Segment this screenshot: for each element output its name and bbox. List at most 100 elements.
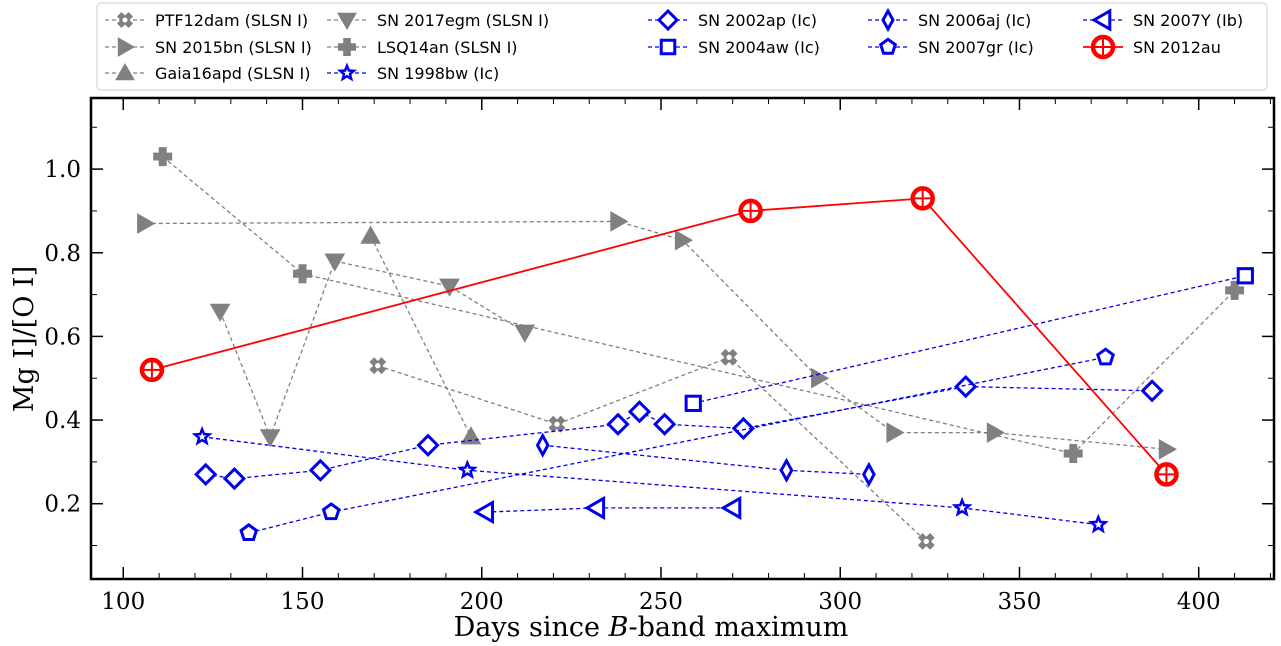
series-0-point-0-dot xyxy=(375,363,381,369)
x-tick-label-1: 150 xyxy=(281,589,325,615)
legend-entry-9: SN 2007gr (Ic) xyxy=(868,37,1034,57)
legend-marker-9 xyxy=(878,37,898,55)
plot-frame xyxy=(89,96,1276,581)
x-tick-label-0: 100 xyxy=(101,589,145,615)
series-3 xyxy=(209,253,536,448)
legend-marker-1 xyxy=(117,37,136,57)
series-6-point-2 xyxy=(308,458,333,482)
legend-marker-2 xyxy=(115,62,135,81)
series-7-point-1 xyxy=(1236,267,1254,285)
series-10-point-2 xyxy=(720,495,742,520)
legend-entry-5: SN 1998bw (Ic) xyxy=(327,62,499,83)
series-7-point-0 xyxy=(684,394,702,412)
legend-label-8: SN 2006aj (Ic) xyxy=(918,11,1031,30)
series-4-point-2 xyxy=(1063,444,1083,463)
series-1-point-6 xyxy=(1158,438,1178,460)
series-6-point-0 xyxy=(194,462,218,487)
legend-marker-8 xyxy=(881,7,895,33)
series-0-point-1 xyxy=(548,415,566,433)
legend-label-6: SN 2002ap (Ic) xyxy=(698,11,817,30)
series-5-point-2 xyxy=(951,496,973,517)
legend-marker-10 xyxy=(1090,8,1112,32)
legend-marker-3 xyxy=(337,12,357,31)
series-5-line xyxy=(202,436,1099,526)
series-3-point-1 xyxy=(259,429,281,448)
series-4 xyxy=(153,147,1245,463)
series-8-point-1 xyxy=(779,457,794,483)
legend-entry-7: SN 2004aw (Ic) xyxy=(648,38,820,57)
x-tick-label-3: 250 xyxy=(639,589,683,615)
series-7-line xyxy=(693,275,1246,404)
x-tick-label-2: 200 xyxy=(460,589,504,615)
series-6-point-5 xyxy=(627,400,652,424)
series-1-point-5 xyxy=(986,422,1005,443)
series-6-point-8 xyxy=(954,374,978,399)
series-9-point-1 xyxy=(321,502,341,521)
series-0-point-2-dot xyxy=(726,354,732,360)
series-7 xyxy=(684,267,1254,412)
legend-entry-2: Gaia16apd (SLSN I) xyxy=(105,62,311,83)
x-tick-label-6: 400 xyxy=(1177,589,1221,615)
series-4-point-1 xyxy=(293,264,312,284)
legend-box xyxy=(96,2,1268,91)
legend-entry-3: SN 2017egm (SLSN I) xyxy=(327,11,549,31)
legend-label-4: LSQ14an (SLSN I) xyxy=(377,38,518,57)
series-5-point-3 xyxy=(1087,513,1109,534)
legend-entry-10: SN 2007Y (Ib) xyxy=(1083,8,1243,32)
y-axis-label: Mg I]/[O I] xyxy=(9,266,40,412)
legend-marker-11 xyxy=(1090,34,1116,60)
series-0-line xyxy=(377,356,927,542)
series-9 xyxy=(239,347,1115,541)
series-6-point-6 xyxy=(652,412,677,436)
legend-entry-1: SN 2015bn (SLSN I) xyxy=(105,37,312,57)
series-layer xyxy=(137,147,1254,550)
legend-label-2: Gaia16apd (SLSN I) xyxy=(155,64,311,83)
series-3-point-4 xyxy=(514,324,536,343)
legend-marker-0-dot xyxy=(122,17,128,23)
series-6-point-7 xyxy=(731,416,756,441)
series-1-point-4 xyxy=(886,422,905,443)
series-2 xyxy=(360,225,482,445)
series-10-point-1 xyxy=(583,495,606,520)
legend-marker-5 xyxy=(337,62,357,82)
legend-marker-4 xyxy=(338,38,356,56)
series-6-point-4 xyxy=(606,412,630,436)
series-4-line xyxy=(162,156,1236,455)
series-8-point-2 xyxy=(861,461,876,488)
legend-entry-4: LSQ14an (SLSN I) xyxy=(327,38,518,57)
series-9-line xyxy=(248,356,1106,534)
series-6-point-3 xyxy=(416,433,440,457)
series-6 xyxy=(194,374,1164,491)
x-axis-label-italic: B xyxy=(608,612,629,643)
legend-label-1: SN 2015bn (SLSN I) xyxy=(155,38,312,57)
series-3-point-3 xyxy=(439,278,460,297)
legend-marker-6 xyxy=(656,8,680,32)
legend-label-7: SN 2004aw (Ic) xyxy=(698,38,820,57)
x-axis-label: Days since B-band maximum xyxy=(454,612,849,643)
series-1-point-3 xyxy=(811,367,830,389)
series-1 xyxy=(137,211,1178,460)
series-5-point-1 xyxy=(457,459,478,480)
series-4-point-3 xyxy=(1225,280,1245,300)
x-tick-label-4: 300 xyxy=(818,589,862,615)
legend-entry-6: SN 2002ap (Ic) xyxy=(648,8,817,32)
series-10-point-0 xyxy=(472,500,494,525)
y-tick-label-0: 0.2 xyxy=(44,492,81,518)
series-0-point-1-dot xyxy=(554,421,560,427)
series-2-point-0 xyxy=(360,225,381,244)
legend-label-11: SN 2012au xyxy=(1133,38,1221,57)
x-tick-label-5: 350 xyxy=(998,589,1042,615)
series-1-line xyxy=(144,220,1167,450)
legend-label-5: SN 1998bw (Ic) xyxy=(377,64,499,83)
series-6-line xyxy=(205,385,1153,480)
series-9-point-0 xyxy=(239,523,259,541)
series-0-point-3-dot xyxy=(923,538,929,545)
y-tick-label-3: 0.8 xyxy=(44,241,81,267)
legend-marker-0 xyxy=(117,12,133,28)
series-11-point-1 xyxy=(738,198,763,224)
series-1-point-1 xyxy=(610,211,629,232)
series-10 xyxy=(472,495,742,525)
series-1-point-0 xyxy=(137,213,156,234)
axes-layer: 100 150 200 250 300 350 400 0.2 0.4 0.6 0.8 1.0 xyxy=(44,96,1276,615)
